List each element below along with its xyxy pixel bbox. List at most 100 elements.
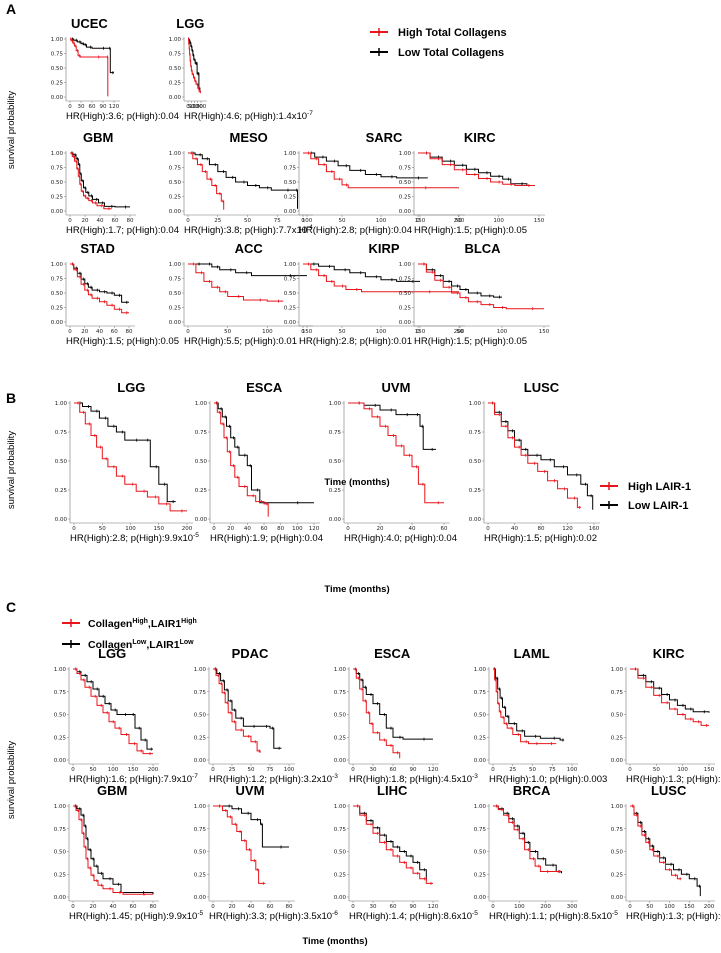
low-survival-curve: [213, 668, 282, 749]
high-survival-curve: [70, 152, 112, 210]
km-plot-uvm: 0.00 0.25 0.50 0.75 1.00 0 20 40 60 80 UVM HR(High)…: [194, 783, 338, 922]
x-tick-label: 40: [511, 526, 518, 532]
y-tick-label: 0.00: [474, 895, 487, 901]
y-tick-label: 0.50: [51, 66, 64, 72]
chart-title: LGG: [98, 646, 126, 661]
x-tick-label: 120: [309, 526, 320, 532]
hazard-ratio-stat: HR(High):3.6; p(High):0.04: [66, 111, 179, 122]
x-tick-label: 20: [377, 526, 384, 532]
chart-title: MESO: [230, 130, 268, 145]
y-tick-label: 0.25: [611, 872, 624, 878]
y-tick-label: 0.50: [55, 459, 68, 465]
y-tick-label: 1.00: [54, 667, 67, 673]
x-tick-label: 150: [704, 767, 715, 773]
x-tick-label: 160: [589, 526, 600, 532]
km-plot-lgg: 0.00 0.25 0.50 0.75 1.00 0 50 100 150 200 LGG HR(Hi…: [54, 646, 198, 785]
y-tick-label: 0.25: [51, 195, 64, 201]
x-tick-label: 100: [189, 104, 200, 110]
y-tick-label: 0.50: [51, 291, 64, 297]
high-survival-curve: [188, 152, 225, 210]
low-survival-curve: [213, 805, 289, 848]
y-tick-label: 0.75: [334, 827, 347, 833]
high-survival-curve: [348, 402, 444, 504]
y-tick-label: 1.00: [284, 262, 297, 268]
y-tick-label: 0.25: [474, 735, 487, 741]
low-survival-curve: [353, 805, 427, 881]
y-tick-label: 0.25: [54, 872, 67, 878]
y-tick-label: 0.00: [169, 209, 182, 215]
panel-letter: A: [6, 1, 16, 17]
x-tick-label: 0: [351, 767, 355, 773]
x-tick-label: 30: [78, 104, 85, 110]
legend: CollagenHigh,LAIR1High CollagenLow,LAIR1L…: [62, 618, 197, 651]
x-tick-label: 25: [509, 767, 516, 773]
x-tick-label: 25: [214, 218, 221, 224]
x-axis-title: Time (months): [324, 584, 389, 595]
y-tick-label: 0.75: [474, 690, 487, 696]
x-axis-title: Time (months): [302, 936, 367, 947]
y-tick-label: 0.00: [194, 758, 207, 764]
y-tick-label: 0.75: [51, 52, 64, 58]
hazard-ratio-stat: HR(High):4.6; p(High):1.4x10-7: [184, 110, 313, 122]
y-tick-label: 0.75: [195, 430, 208, 436]
chart-title: SARC: [366, 130, 403, 145]
chart-title: BRCA: [513, 783, 551, 798]
y-tick-label: 1.00: [55, 401, 68, 407]
x-tick-label: 40: [244, 526, 251, 532]
chart-title: BLCA: [464, 241, 501, 256]
y-tick-label: 0.00: [284, 209, 297, 215]
y-tick-label: 0.25: [51, 306, 64, 312]
high-survival-curve: [353, 668, 401, 759]
y-tick-label: 0.75: [194, 827, 207, 833]
y-tick-label: 0.50: [284, 291, 297, 297]
x-tick-label: 0: [351, 904, 355, 910]
x-tick-label: 50: [455, 218, 462, 224]
legend: High Total Collagens Low Total Collagens: [370, 27, 507, 59]
y-tick-label: 0.00: [329, 517, 342, 523]
km-plot-lihc: 0.00 0.25 0.50 0.75 1.00 0 30 60 90 120 LIHC HR(Hig…: [334, 783, 478, 922]
y-tick-label: 1.00: [51, 262, 64, 268]
x-tick-label: 75: [267, 767, 274, 773]
y-tick-label: 0.50: [399, 180, 412, 186]
y-tick-label: 1.00: [169, 262, 182, 268]
x-tick-label: 40: [110, 904, 117, 910]
x-tick-label: 150: [539, 329, 550, 335]
x-tick-label: 90: [100, 104, 107, 110]
y-tick-label: 0.50: [469, 459, 482, 465]
x-tick-label: 200: [182, 526, 193, 532]
chart-title: ESCA: [374, 646, 411, 661]
x-tick-label: 100: [262, 329, 273, 335]
y-tick-label: 0.25: [399, 195, 412, 201]
x-tick-label: 50: [188, 104, 195, 110]
y-tick-label: 0.75: [194, 690, 207, 696]
hazard-ratio-stat: HR(High):5.5; p(High):0.01: [184, 336, 297, 347]
x-tick-label: 75: [274, 218, 281, 224]
y-tick-label: 0.25: [195, 488, 208, 494]
km-plot-uvm: 0.00 0.25 0.50 0.75 1.00 0 20 40 60 UVM HR(High):4…: [329, 380, 457, 544]
y-tick-label: 0.75: [329, 430, 342, 436]
y-tick-label: 0.75: [399, 277, 412, 283]
x-tick-label: 150: [415, 329, 426, 335]
high-survival-curve: [74, 402, 187, 512]
y-tick-label: 0.50: [399, 291, 412, 297]
y-tick-label: 1.00: [284, 151, 297, 157]
y-tick-label: 0.00: [611, 895, 624, 901]
legend-label-low: Low LAIR-1: [628, 500, 689, 512]
y-tick-label: 0.00: [399, 209, 412, 215]
x-tick-label: 40: [409, 526, 416, 532]
km-plot-kirp: 0.00 0.25 0.50 0.75 1.00 0 50 100 150 200 KIRP HR(H…: [284, 241, 465, 347]
km-plot-esca: 0.00 0.25 0.50 0.75 1.00 0 30 60 90 120 ESCA HR(Hig…: [334, 646, 478, 785]
y-tick-label: 0.75: [334, 690, 347, 696]
y-tick-label: 0.00: [51, 209, 64, 215]
low-survival-curve: [348, 402, 436, 450]
km-plot-lusc: 0.00 0.25 0.50 0.75 1.00 0 40 80 120 160 LUSC HR(Hi…: [469, 380, 600, 544]
x-tick-label: 80: [286, 904, 293, 910]
high-survival-curve: [303, 152, 459, 189]
low-survival-curve: [630, 805, 701, 897]
x-tick-label: 120: [109, 104, 120, 110]
x-tick-label: 60: [130, 904, 137, 910]
legend-label-low: Low Total Collagens: [398, 47, 504, 59]
hazard-ratio-stat: HR(High):2.8; p(High):9.9x10-5: [70, 532, 199, 544]
x-tick-label: 60: [261, 526, 268, 532]
high-survival-curve: [213, 668, 261, 753]
